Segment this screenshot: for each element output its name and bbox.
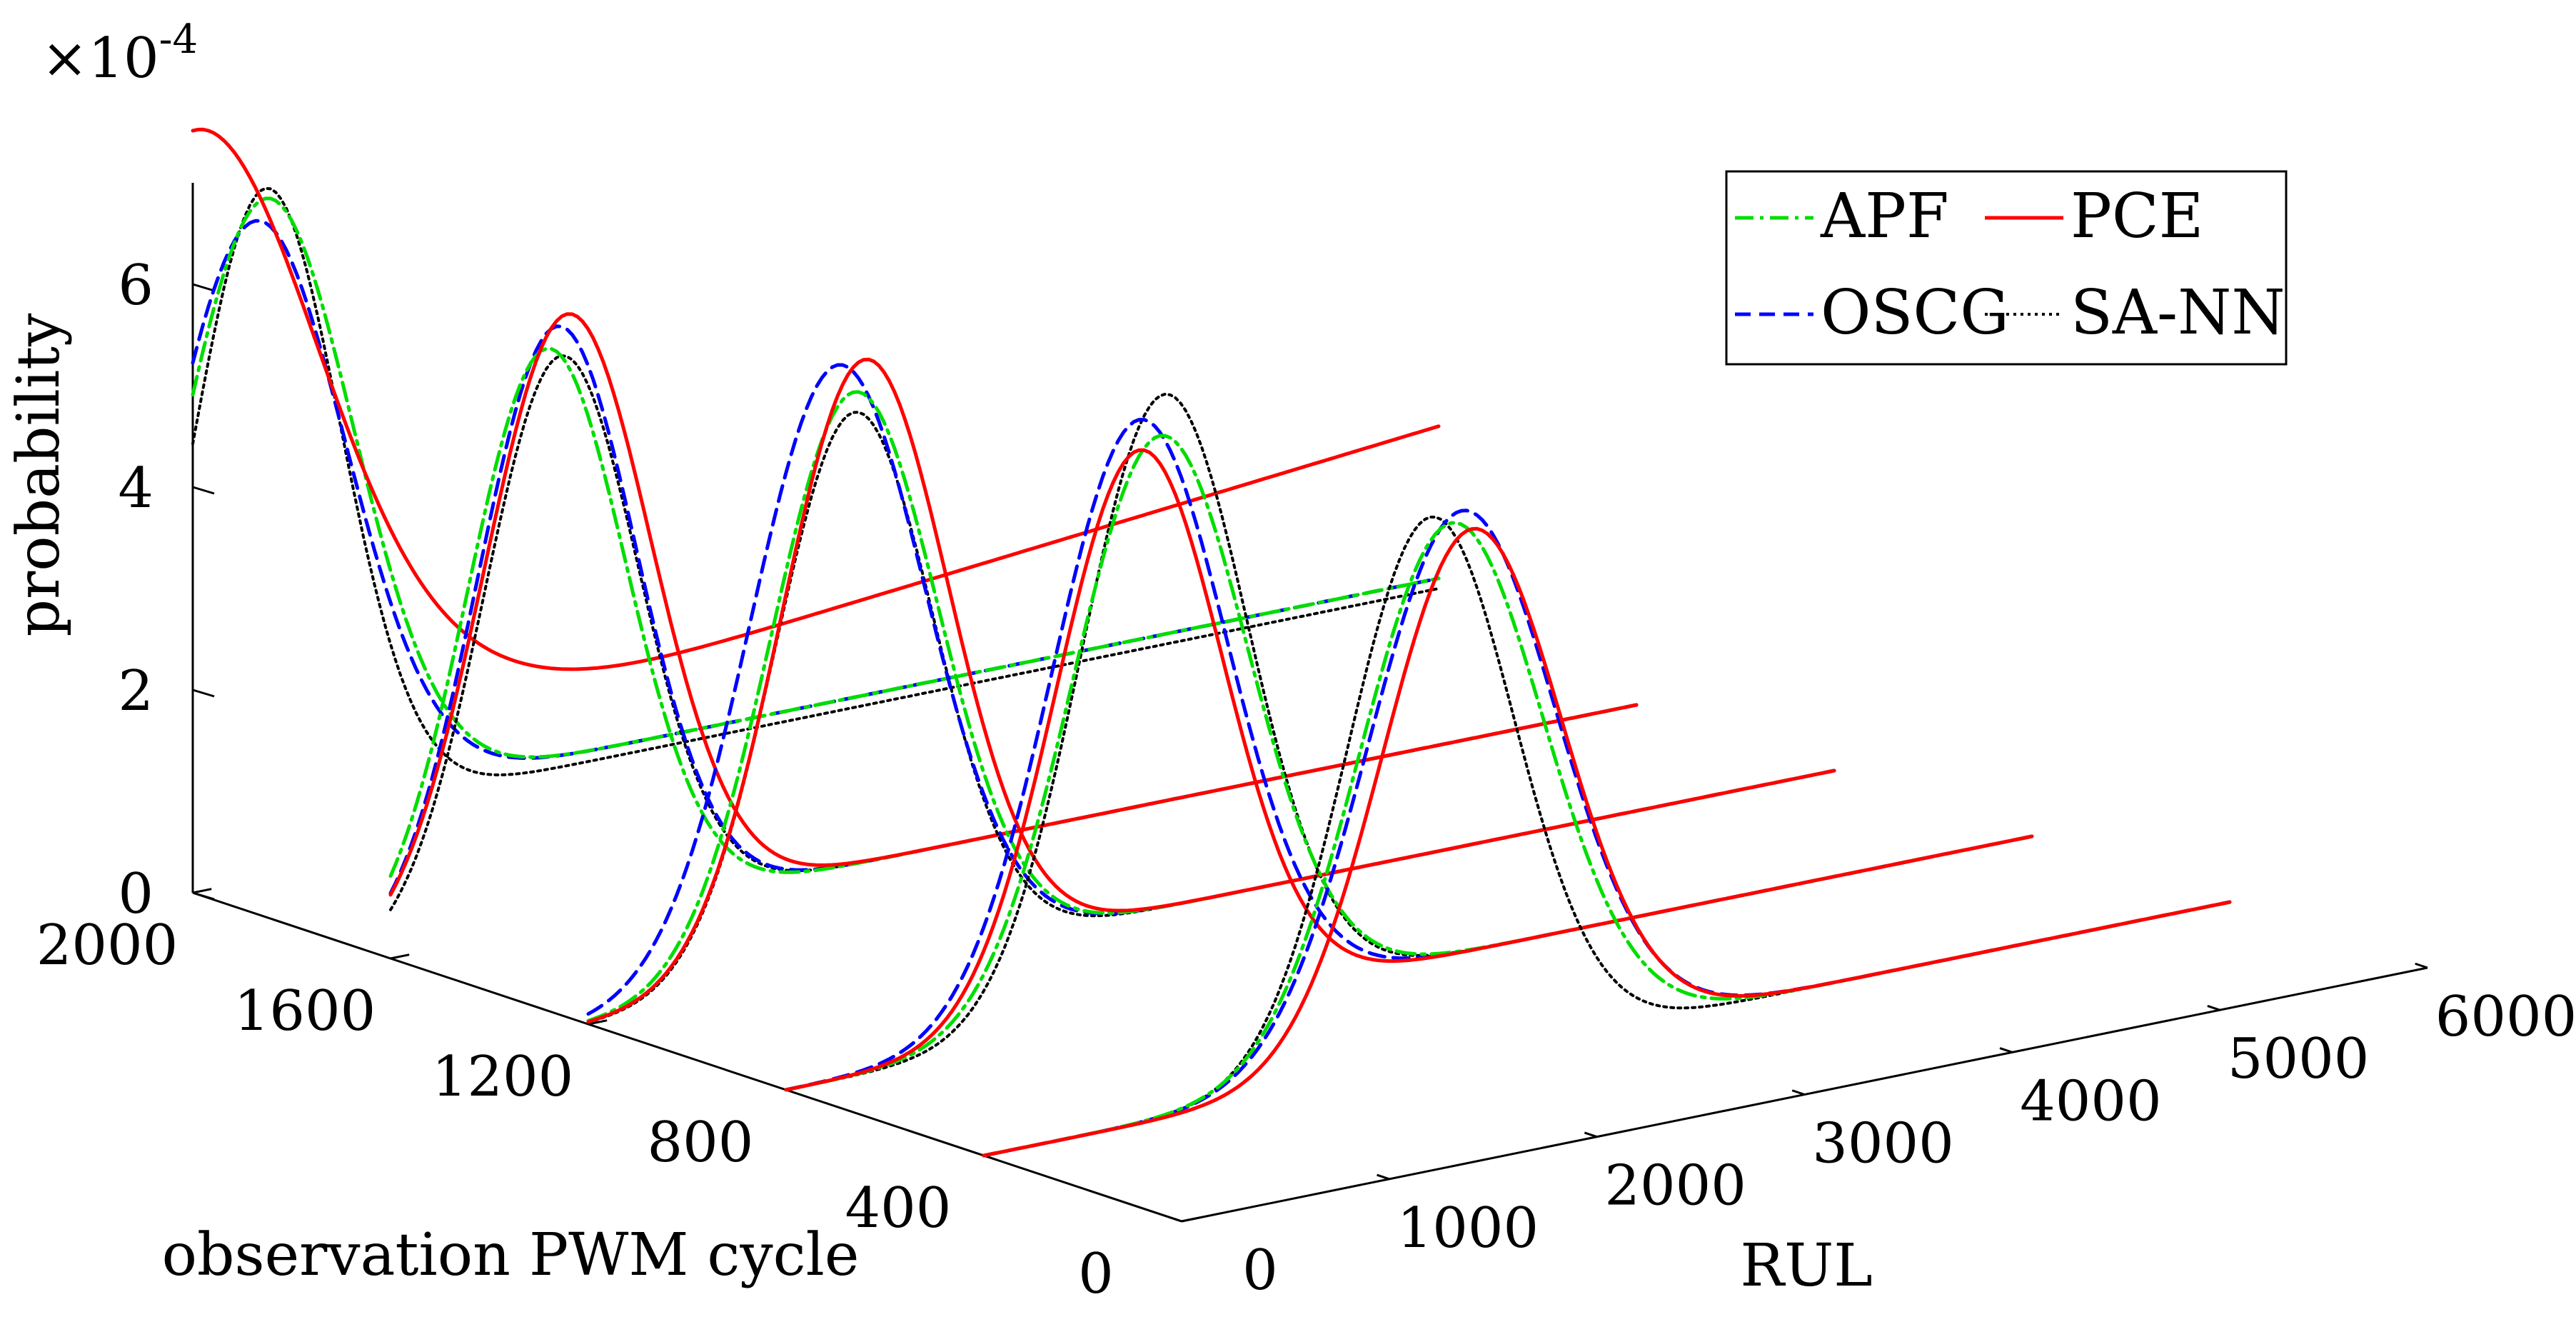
y-tick-label: 6000 [2435,985,2576,1049]
series-line-pce [191,127,1441,671]
slice-group [982,509,2232,1158]
z-tick-mark [192,891,215,901]
slice-group [586,357,1836,1024]
series-layer [191,127,2232,1158]
y-tick-label: 2000 [1604,1154,1746,1218]
y-tick-mark [2415,962,2428,969]
series-line-oscg [191,219,1441,760]
x-tick-label: 0 [1078,1242,1114,1306]
x-tick-mark [390,953,410,960]
series-line-sa-nn [191,186,1440,776]
series-line-oscg [388,324,1639,896]
x-tick-label: 800 [648,1111,754,1175]
legend: APF PCE OSCG SA-NN [1725,170,2288,366]
z-tick-label: 2 [118,659,154,723]
z-tick-label: 6 [118,254,154,318]
x-tick-label: 1600 [234,979,376,1043]
y-tick-mark [1377,1173,1390,1181]
series-line-apf [586,390,1836,1023]
series-line-sa-nn [587,411,1836,1024]
y-tick-label: 3000 [1812,1112,1954,1176]
y-tick-mark [2207,1004,2220,1011]
series-line-apf [982,521,2232,1158]
series-line-pce [388,312,1639,897]
legend-label-sa-nn: SA-NN [2071,277,2285,349]
series-line-pce [784,448,2034,1092]
series-line-apf [784,434,2034,1092]
x-tick-mark [192,888,212,894]
axes-layer: 0400800120016002000010002000300040005000… [36,183,2576,1306]
z-tick-label: 4 [118,456,154,521]
series-line-sa-nn [982,516,2231,1157]
exponent-power: -4 [159,16,198,63]
x-tick-label: 1200 [432,1045,574,1109]
series-line-apf [388,346,1639,878]
z-tick-label: 0 [118,862,154,926]
slice-group [191,127,1441,776]
y-axis-label: RUL [1740,1232,1872,1300]
y-tick-mark [1791,1089,1805,1096]
y-tick-label: 1000 [1397,1196,1539,1261]
z-tick-mark [192,283,215,292]
series-line-pce [586,357,1836,1024]
y-tick-mark [1169,1216,1182,1223]
y-tick-label: 0 [1242,1238,1278,1303]
x-tick-label: 2000 [36,913,178,978]
series-line-oscg [586,363,1836,1016]
y-tick-label: 5000 [2228,1027,2370,1091]
y-tick-label: 4000 [2020,1069,2162,1133]
legend-label-apf: APF [1820,181,1949,252]
legend-box [1725,170,2288,366]
legend-label-pce: PCE [2071,181,2203,252]
legend-label-oscg: OSCG [1821,277,2009,349]
exponent-label: ×10-4 [41,16,198,91]
y-tick-mark [1999,1047,2013,1053]
x-axis-label: observation PWM cycle [162,1221,860,1289]
y-tick-mark [1584,1131,1598,1138]
x-tick-label: 400 [845,1176,952,1241]
x-axis-line [192,891,1182,1223]
z-tick-mark [192,688,215,698]
x-tick-mark [588,1019,608,1026]
x-tick-mark [1181,1216,1201,1223]
series-line-pce [982,526,2232,1158]
series-line-oscg [982,509,2232,1158]
slice-group [784,392,2034,1092]
z-axis-label: probability [5,313,73,637]
series-line-oscg [784,418,2034,1092]
z-tick-mark [192,486,215,495]
series-line-apf [191,196,1441,759]
exponent-base: ×10 [41,26,159,91]
